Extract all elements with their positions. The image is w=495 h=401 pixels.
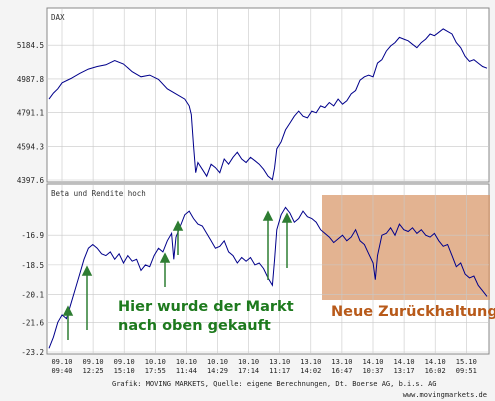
x-tick-time: 11:17 — [269, 367, 290, 375]
x-tick-time: 12:25 — [83, 367, 104, 375]
beta-series — [48, 206, 488, 349]
y-tick-label: -20.1 — [21, 291, 44, 300]
x-tick-date: 14.10 — [425, 358, 446, 366]
x-tick-time: 16:02 — [425, 367, 446, 375]
y-tick-label: 4791.1 — [17, 109, 44, 118]
x-tick-date: 13.10 — [269, 358, 290, 366]
series-line — [48, 28, 488, 181]
x-tick-date: 09.10 — [114, 358, 135, 366]
arrow-2-icon — [81, 265, 93, 276]
x-tick-time: 11:44 — [176, 367, 197, 375]
y-tick-label: -18.5 — [21, 261, 44, 270]
bottom-y-tick-labels: -16.9 -18.5 -20.1 -21.6 -23.2 — [21, 231, 44, 357]
x-tick-date: 09.10 — [51, 358, 72, 366]
bottom-chart-title: Beta und Rendite hoch — [51, 189, 146, 198]
x-tick-date: 14.10 — [394, 358, 415, 366]
buy-annotation-line-2: nach oben gekauft — [118, 318, 271, 334]
x-tick-time: 16:47 — [331, 367, 352, 375]
y-tick-label: 4397.6 — [17, 176, 45, 185]
restraint-annotation: Neue Zurückhaltung — [331, 304, 495, 320]
x-tick-date: 15.10 — [456, 358, 477, 366]
y-tick-label: 4987.8 — [17, 75, 45, 84]
x-tick-date: 13.10 — [331, 358, 352, 366]
x-tick-time: 10:37 — [362, 367, 383, 375]
top-grid — [47, 9, 489, 181]
x-tick-labels: 09.1009:4009.1012:2509.1015:1010.1017:55… — [51, 358, 476, 375]
x-tick-time: 15:10 — [114, 367, 135, 375]
arrow-3-icon — [159, 252, 171, 263]
x-tick-time: 09:51 — [456, 367, 477, 375]
y-tick-label: -16.9 — [21, 231, 44, 240]
bottom-grid — [47, 185, 489, 353]
y-tick-label: 5184.5 — [17, 41, 44, 50]
x-tick-date: 10.10 — [207, 358, 228, 366]
arrow-5-icon — [262, 210, 274, 221]
arrow-4-icon — [172, 220, 184, 231]
top-y-tick-labels: 5184.5 4987.8 4791.1 4594.3 4397.6 — [17, 41, 45, 185]
buy-arrows — [62, 210, 293, 340]
dax-series — [48, 28, 488, 181]
x-tick-date: 09.10 — [83, 358, 104, 366]
series-line — [48, 206, 488, 349]
x-tick-time: 17:14 — [238, 367, 259, 375]
y-tick-label: -23.2 — [21, 348, 44, 357]
arrow-1-icon — [62, 305, 74, 316]
x-tick-time: 09:40 — [51, 367, 72, 375]
buy-annotation: Hier wurde der Markt nach oben gekauft — [118, 299, 299, 334]
x-tick-date: 14.10 — [362, 358, 383, 366]
x-tick-date: 10.10 — [238, 358, 259, 366]
x-tick-time: 14:02 — [300, 367, 321, 375]
arrow-6-icon — [281, 212, 293, 223]
footer-url: www.movingmarkets.de — [403, 391, 487, 399]
x-tick-date: 10.10 — [145, 358, 166, 366]
top-panel-bg — [46, 7, 490, 183]
x-tick-date: 13.10 — [300, 358, 321, 366]
footer-credit: Grafik: MOVING MARKETS, Quelle: eigene B… — [112, 380, 437, 388]
y-tick-label: -21.6 — [21, 318, 44, 327]
y-tick-label: 4594.3 — [17, 142, 44, 151]
x-tick-time: 17:55 — [145, 367, 166, 375]
top-chart-title: DAX — [51, 13, 65, 22]
buy-annotation-line-1: Hier wurde der Markt — [118, 299, 294, 315]
x-tick-time: 13:17 — [394, 367, 415, 375]
x-tick-time: 14:29 — [207, 367, 228, 375]
highlight-region — [322, 195, 490, 300]
x-tick-date: 10.10 — [176, 358, 197, 366]
